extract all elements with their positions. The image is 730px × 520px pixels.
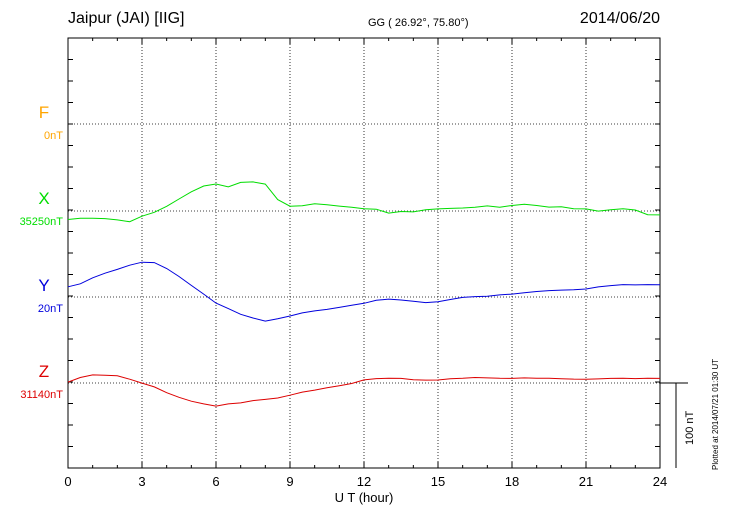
station-title: Jaipur (JAI) [IIG] bbox=[68, 10, 185, 27]
x-tick-label: 15 bbox=[431, 474, 445, 489]
component-name-F: F bbox=[39, 103, 49, 122]
component-labels: F 0nT X 35250nT Y 20nT Z 31140nT bbox=[20, 103, 64, 401]
component-name-Z: Z bbox=[39, 362, 49, 381]
trace-Z bbox=[67, 374, 661, 407]
x-tick-label: 3 bbox=[138, 474, 145, 489]
grid-lines bbox=[68, 38, 660, 468]
axis-ticks bbox=[67, 37, 661, 469]
geographic-coordinates: GG ( 26.92°, 75.80°) bbox=[368, 17, 469, 29]
x-tick-label: 24 bbox=[653, 474, 667, 489]
component-name-Y: Y bbox=[38, 276, 49, 295]
x-axis-label: U T (hour) bbox=[335, 490, 394, 505]
plotted-timestamp: Plotted at 2014/07/21 01:30 UT bbox=[711, 358, 720, 470]
x-tick-label: 12 bbox=[357, 474, 371, 489]
trace-Y bbox=[67, 261, 661, 322]
baseline-label-Z: 31140nT bbox=[20, 389, 63, 401]
plot-frame bbox=[67, 37, 661, 469]
baseline-label-X: 35250nT bbox=[20, 216, 64, 228]
plot-date: 2014/06/20 bbox=[579, 10, 660, 27]
x-tick-label: 9 bbox=[286, 474, 293, 489]
scale-bar-label: 100 nT bbox=[684, 410, 696, 445]
component-traces bbox=[67, 181, 661, 407]
scale-bar: 100 nT bbox=[660, 382, 696, 468]
x-tick-label: 6 bbox=[212, 474, 219, 489]
baseline-label-F: 0nT bbox=[44, 130, 63, 142]
x-tick-label: 21 bbox=[579, 474, 593, 489]
x-tick-label: 18 bbox=[505, 474, 519, 489]
trace-X bbox=[67, 181, 661, 223]
x-tick-labels: 0 3 6 9 12 15 18 21 24 bbox=[64, 474, 667, 489]
component-name-X: X bbox=[38, 189, 49, 208]
baseline-label-Y: 20nT bbox=[38, 303, 63, 315]
x-tick-label: 0 bbox=[64, 474, 71, 489]
